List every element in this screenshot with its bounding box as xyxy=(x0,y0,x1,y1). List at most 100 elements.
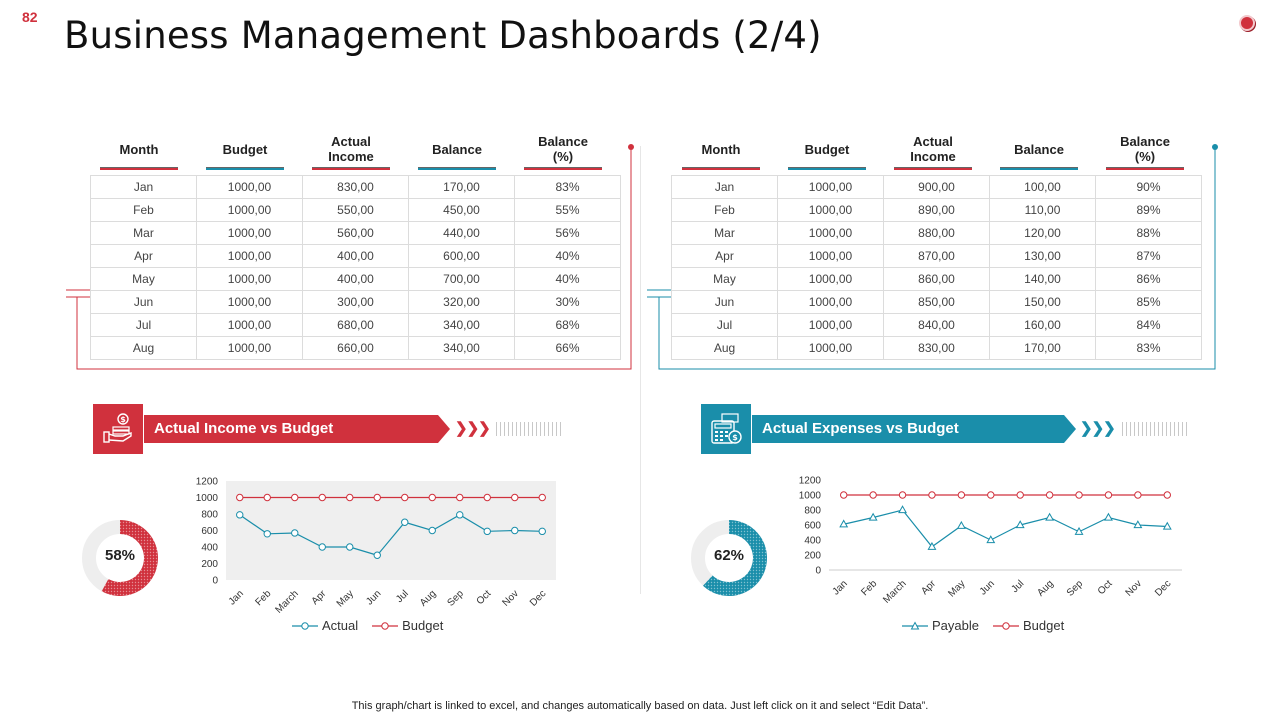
right-row: Feb 1000,00 890,00 110,00 89% xyxy=(671,198,1202,222)
right-banner-label: Actual Expenses vs Budget xyxy=(762,420,959,437)
left-cell: 1000,00 xyxy=(196,313,303,337)
data-point-actual xyxy=(511,526,519,535)
left-row: Mar 1000,00 560,00 440,00 56% xyxy=(90,221,621,245)
data-point-payable xyxy=(868,512,878,521)
expenses-line-chart: 0 200 400 600 800 1000 1200 Jan Feb March Apr May Ju… xyxy=(799,476,1182,606)
left-cell: 660,00 xyxy=(302,336,409,360)
right-cell: 1000,00 xyxy=(777,175,884,199)
y-tick-label: 400 xyxy=(201,543,218,554)
data-point-payable xyxy=(1045,512,1055,521)
left-cell: 170,00 xyxy=(408,175,515,199)
right-cell: 90% xyxy=(1095,175,1202,199)
right-cell: 160,00 xyxy=(989,313,1096,337)
left-cell: May xyxy=(90,267,197,291)
data-point-payable xyxy=(927,541,937,550)
right-cell: 87% xyxy=(1095,244,1202,268)
y-tick-label: 400 xyxy=(804,536,821,547)
right-row: Jun 1000,00 850,00 150,00 85% xyxy=(671,290,1202,314)
left-banner-shape xyxy=(144,415,450,443)
right-cell: Jul xyxy=(671,313,778,337)
left-cell: 830,00 xyxy=(302,175,409,199)
data-point-budget xyxy=(987,491,995,499)
left-cell: 1000,00 xyxy=(196,290,303,314)
left-cell: Feb xyxy=(90,198,197,222)
x-tick-label: Jun xyxy=(364,588,383,607)
data-point-budget xyxy=(483,493,491,502)
legend-actual-marker xyxy=(292,621,318,630)
calculator-icon: $ xyxy=(711,413,742,444)
left-cell: 600,00 xyxy=(408,244,515,268)
expenses-chart-legend: Payable Budget xyxy=(902,618,1074,633)
legend-income-budget-label: Budget xyxy=(402,618,444,633)
right-cell: 1000,00 xyxy=(777,336,884,360)
left-cell: 300,00 xyxy=(302,290,409,314)
left-cell: 40% xyxy=(514,244,621,268)
left-cell: Mar xyxy=(90,221,197,245)
right-banner-icon-box: $ xyxy=(701,404,751,454)
right-cell: Aug xyxy=(671,336,778,360)
data-point-budget xyxy=(263,493,271,502)
income-line-chart: 0 200 400 600 800 1000 1200 Jan Feb March Apr May Ju… xyxy=(196,477,556,616)
right-cell: 170,00 xyxy=(989,336,1096,360)
x-tick-label: May xyxy=(335,588,356,609)
right-cell: 1000,00 xyxy=(777,221,884,245)
data-point-payable xyxy=(1104,512,1113,521)
y-tick-label: 600 xyxy=(201,526,218,537)
right-hatch-decoration xyxy=(1122,422,1188,436)
donut-arc xyxy=(702,520,767,596)
right-cell: 1000,00 xyxy=(777,198,884,222)
legend-actual: Actual xyxy=(292,618,358,633)
right-data-table: Jan 1000,00 900,00 100,00 90% Feb 1000,00 890,0… xyxy=(671,175,1202,360)
y-tick-label: 800 xyxy=(804,506,821,517)
corner-dot xyxy=(1239,15,1255,31)
data-point-actual xyxy=(428,526,436,535)
left-row: Feb 1000,00 550,00 450,00 55% xyxy=(90,198,621,222)
right-table-header: Month Budget Actual Income Balance Balanc… xyxy=(668,130,1198,170)
right-header-actual-income: Actual Income xyxy=(880,130,986,170)
data-point-actual xyxy=(456,511,464,519)
data-point-payable xyxy=(956,520,966,529)
right-cell: 830,00 xyxy=(883,336,990,360)
svg-text:$: $ xyxy=(120,415,126,424)
left-cell: 1000,00 xyxy=(196,221,303,245)
left-cell: 400,00 xyxy=(302,267,409,291)
data-point-actual xyxy=(538,527,546,536)
data-point-payable xyxy=(1015,520,1025,529)
x-tick-label: Dec xyxy=(528,588,548,608)
right-chevrons-icon: ❯❯❯ xyxy=(1080,420,1116,437)
x-tick-label: Sep xyxy=(446,588,467,609)
y-tick-label: 0 xyxy=(212,576,218,587)
data-point-budget xyxy=(1045,491,1054,499)
right-cell: 1000,00 xyxy=(777,244,884,268)
x-tick-label: Sep xyxy=(1065,578,1086,599)
right-cell: 840,00 xyxy=(883,313,990,337)
data-point-budget xyxy=(318,493,326,502)
data-point-budget xyxy=(373,493,381,502)
left-cell: Apr xyxy=(90,244,197,268)
data-point-payable xyxy=(898,505,907,514)
y-tick-label: 1000 xyxy=(196,493,219,504)
right-cell: 120,00 xyxy=(989,221,1096,245)
left-banner-icon-box: $ xyxy=(93,404,143,454)
money-hand-icon: $ xyxy=(103,413,132,443)
data-point-budget xyxy=(1134,491,1142,499)
data-point-actual xyxy=(318,543,326,551)
right-header-balance: Balance xyxy=(986,130,1092,170)
legend-expenses-budget: Budget xyxy=(992,618,1064,633)
left-donut-label: 58% xyxy=(104,547,136,564)
right-header-balance-pct: Balance (%) xyxy=(1092,130,1198,170)
data-point-payable xyxy=(1133,520,1143,529)
left-cell: 340,00 xyxy=(408,313,515,337)
right-cell: 870,00 xyxy=(883,244,990,268)
x-tick-label: Jul xyxy=(394,588,411,605)
x-tick-label: Feb xyxy=(859,578,879,598)
right-cell: 110,00 xyxy=(989,198,1096,222)
legend-payable: Payable xyxy=(902,618,979,633)
left-cell: 450,00 xyxy=(408,198,515,222)
data-point-payable xyxy=(839,519,849,528)
y-tick-label: 800 xyxy=(201,510,218,521)
y-tick-label: 0 xyxy=(815,566,821,577)
left-cell: 320,00 xyxy=(408,290,515,314)
right-cell: 88% xyxy=(1095,221,1202,245)
